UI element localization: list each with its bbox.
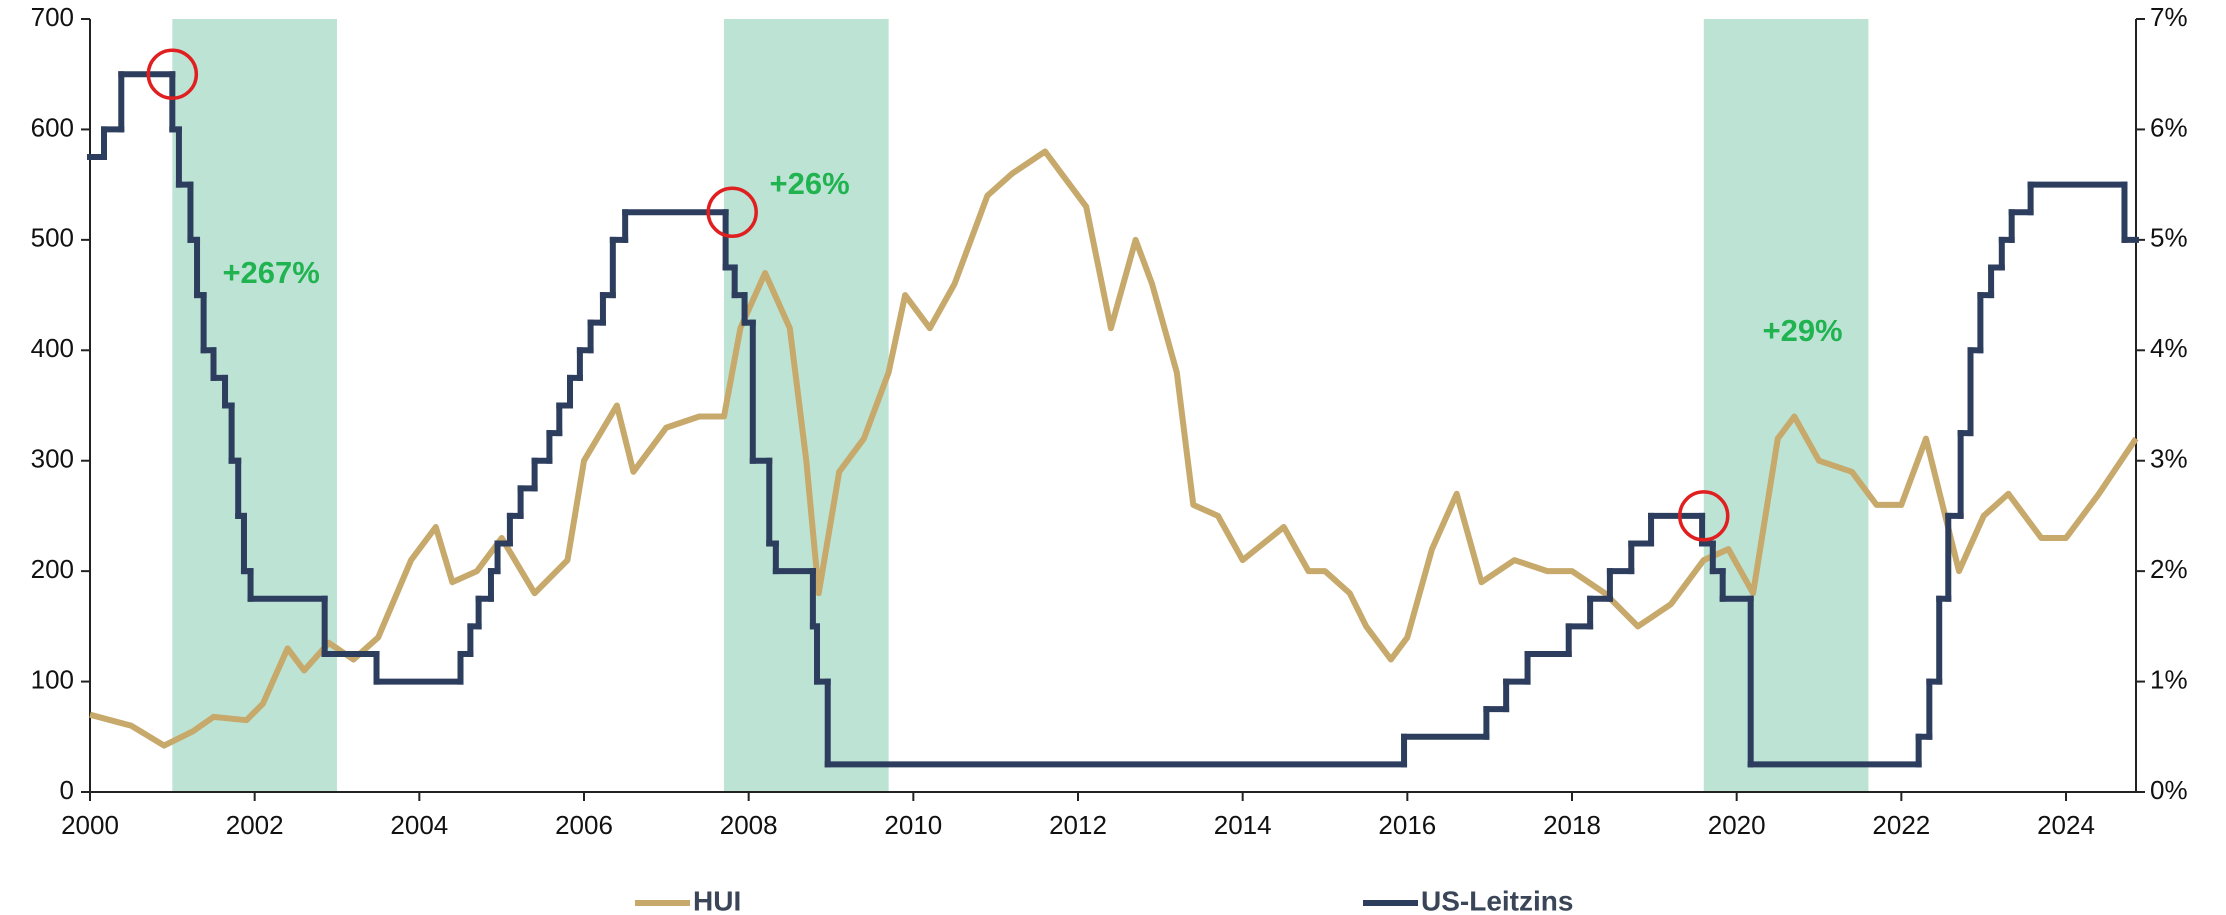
annotation: +26% bbox=[770, 166, 850, 201]
x-tick-label: 2002 bbox=[226, 810, 284, 840]
y-tick-label: 0 bbox=[60, 775, 74, 805]
y-tick-label: 200 bbox=[31, 554, 74, 584]
x-tick-label: 2022 bbox=[1872, 810, 1930, 840]
y2-tick-label: 6% bbox=[2150, 112, 2188, 142]
y2-tick-label: 5% bbox=[2150, 223, 2188, 253]
y-tick-label: 700 bbox=[31, 2, 74, 32]
highlight-circle bbox=[1677, 490, 1730, 542]
x-tick-label: 2006 bbox=[555, 810, 613, 840]
x-tick-label: 2012 bbox=[1049, 810, 1107, 840]
y-tick-label: 500 bbox=[31, 223, 74, 253]
x-tick-label: 2010 bbox=[884, 810, 942, 840]
y-tick-label: 300 bbox=[31, 444, 74, 474]
annotation: +267% bbox=[222, 255, 319, 290]
y-tick-label: 400 bbox=[31, 333, 74, 363]
y2-tick-label: 3% bbox=[2150, 444, 2188, 474]
shaded-period bbox=[172, 19, 338, 792]
legend-label: US-Leitzins bbox=[1421, 885, 1573, 915]
line-series bbox=[89, 148, 2139, 749]
annotation: +29% bbox=[1762, 313, 1842, 348]
y2-tick-label: 2% bbox=[2150, 554, 2188, 584]
x-tick-label: 2014 bbox=[1214, 810, 1272, 840]
x-tick-label: 2024 bbox=[2037, 810, 2095, 840]
y2-tick-label: 0% bbox=[2150, 775, 2188, 805]
y-tick-label: 600 bbox=[31, 112, 74, 142]
x-tick-label: 2004 bbox=[390, 810, 448, 840]
highlight-circle bbox=[706, 186, 758, 238]
y2-tick-label: 4% bbox=[2150, 333, 2188, 363]
x-tick-label: 2016 bbox=[1378, 810, 1436, 840]
x-tick-label: 2020 bbox=[1708, 810, 1766, 840]
y2-tick-label: 7% bbox=[2150, 2, 2188, 32]
x-tick-label: 2018 bbox=[1543, 810, 1601, 840]
shaded-period bbox=[723, 19, 889, 792]
x-tick-label: 2008 bbox=[720, 810, 778, 840]
shaded-period bbox=[1703, 19, 1869, 792]
x-tick-label: 2000 bbox=[61, 810, 119, 840]
highlight-circle bbox=[146, 48, 199, 100]
legend-label: HUI bbox=[693, 885, 741, 915]
y-tick-label: 100 bbox=[31, 664, 74, 694]
y2-tick-label: 1% bbox=[2150, 664, 2188, 694]
